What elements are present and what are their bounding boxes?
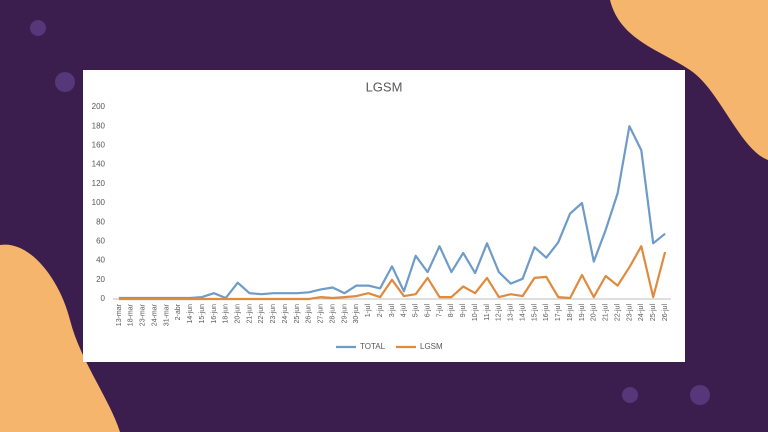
x-tick-label: 23-jun — [270, 304, 277, 324]
x-tick-label: 13-jul — [508, 304, 515, 322]
x-tick-label: 23-mar — [140, 303, 147, 326]
x-tick-label: 10-jul — [472, 304, 479, 322]
x-tick-label: 6-jul — [424, 304, 431, 318]
x-tick-label: 14-jul — [519, 304, 526, 322]
x-tick-label: 8-jul — [448, 304, 455, 318]
decor-virus — [690, 385, 710, 405]
x-tick-label: 15-jun — [199, 304, 206, 324]
x-tick-label: 18-jun — [223, 304, 230, 324]
decor-virus — [55, 72, 75, 92]
x-tick-label: 25-jun — [294, 304, 301, 324]
x-tick-label: 16-jul — [543, 304, 550, 322]
x-tick-label: 30-jun — [353, 304, 360, 324]
x-tick-label: 17-jul — [555, 304, 562, 322]
decor-virus — [622, 387, 638, 403]
y-tick-label: 160 — [92, 141, 106, 150]
series-line — [118, 245, 667, 301]
y-tick-label: 0 — [101, 294, 106, 303]
x-tick-label: 12-jul — [496, 304, 503, 322]
x-tick-label: 7-jul — [436, 304, 443, 318]
x-tick-label: 13-mar — [116, 303, 123, 326]
x-tick-label: 1-jul — [365, 304, 372, 318]
x-tick-label: 21-jul — [603, 304, 610, 322]
x-tick-label: 25-jul — [650, 304, 657, 322]
y-tick-label: 60 — [96, 237, 105, 246]
x-tick-label: 20-jul — [591, 304, 598, 322]
x-tick-label: 14-jun — [187, 304, 194, 324]
x-tick-label: 24-jul — [638, 304, 645, 322]
decor-blob — [0, 244, 120, 432]
x-tick-label: 22-jun — [258, 304, 265, 324]
x-tick-label: 27-jun — [318, 304, 325, 324]
x-tick-label: 4-jul — [401, 304, 408, 318]
x-tick-label: 19-jul — [579, 304, 586, 322]
decor-virus — [30, 20, 46, 36]
decor-blob — [610, 0, 768, 160]
x-tick-label: 16-jun — [211, 304, 218, 324]
x-tick-label: 18-jul — [567, 304, 574, 322]
x-tick-label: 26-jun — [306, 304, 313, 324]
legend-label: LGSM — [420, 342, 443, 351]
x-tick-label: 3-jul — [389, 304, 396, 318]
y-tick-label: 80 — [96, 217, 105, 226]
x-tick-label: 28-jun — [329, 304, 336, 324]
chart-title: LGSM — [366, 79, 403, 94]
y-tick-label: 200 — [92, 102, 106, 111]
x-tick-label: 20-jun — [235, 304, 242, 324]
x-tick-label: 15-jul — [531, 304, 538, 322]
x-tick-label: 24-jun — [282, 304, 289, 324]
x-tick-label: 18-mar — [128, 303, 135, 326]
y-tick-label: 140 — [92, 160, 106, 169]
legend-label: TOTAL — [360, 342, 386, 351]
x-tick-label: 5-jul — [413, 304, 420, 318]
x-tick-label: 21-jun — [246, 304, 253, 324]
x-tick-label: 9-jul — [460, 304, 467, 318]
x-tick-label: 23-jul — [626, 304, 633, 322]
x-tick-label: 31-mar — [163, 303, 170, 326]
x-tick-label: 11-jul — [484, 304, 491, 321]
y-tick-label: 20 — [96, 275, 105, 284]
y-tick-label: 180 — [92, 121, 106, 130]
x-tick-label: 2-jul — [377, 304, 384, 318]
y-tick-label: 100 — [92, 198, 106, 207]
y-tick-label: 120 — [92, 179, 106, 188]
x-tick-label: 2-abr — [175, 303, 182, 320]
x-tick-label: 26-jul — [662, 304, 669, 322]
x-tick-label: 24-mar — [151, 303, 158, 326]
series-line — [118, 125, 666, 300]
x-tick-label: 22-jul — [614, 304, 621, 322]
y-tick-label: 40 — [96, 256, 105, 265]
x-tick-label: 29-jun — [341, 304, 348, 324]
